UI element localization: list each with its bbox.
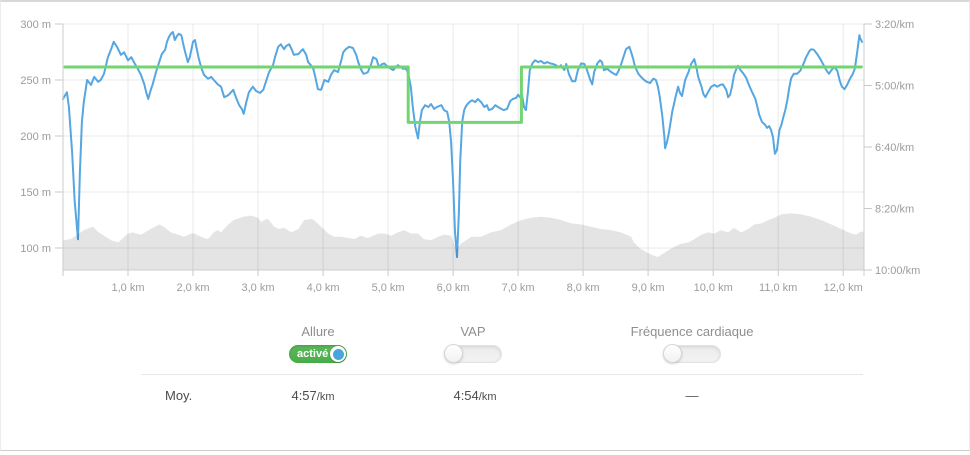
svg-text:10:00/km: 10:00/km xyxy=(875,265,920,277)
svg-text:4,0 km: 4,0 km xyxy=(307,282,340,294)
vap-toggle[interactable] xyxy=(444,344,502,363)
allure-toggle[interactable]: activé xyxy=(289,345,347,363)
heart-rate-average-value: — xyxy=(685,388,699,403)
svg-text:300 m: 300 m xyxy=(20,19,51,31)
vap-toggle-knob xyxy=(444,344,463,363)
heart-rate-toggle[interactable] xyxy=(663,344,721,363)
svg-text:1,0 km: 1,0 km xyxy=(111,282,144,294)
svg-text:6,0 km: 6,0 km xyxy=(437,282,470,294)
svg-text:100 m: 100 m xyxy=(20,243,51,255)
allure-toggle-state-badge: activé xyxy=(297,348,329,360)
svg-text:3:20/km: 3:20/km xyxy=(875,19,914,31)
svg-text:8,0 km: 8,0 km xyxy=(567,282,600,294)
svg-text:9,0 km: 9,0 km xyxy=(632,282,665,294)
svg-text:10,0 km: 10,0 km xyxy=(694,282,733,294)
svg-text:6:40/km: 6:40/km xyxy=(875,142,914,154)
vap-label: VAP xyxy=(460,324,486,339)
allure-average-value: 4:57/km xyxy=(291,388,335,403)
summary-separator xyxy=(141,374,863,375)
pace-elevation-chart[interactable]: 300 m 250 m 200 m 150 m 100 m 3:20/km 5:00/km 6… xyxy=(1,2,970,314)
allure-toggle-knob-dot xyxy=(332,348,344,360)
svg-text:5:00/km: 5:00/km xyxy=(875,81,914,93)
heart-rate-label: Fréquence cardiaque xyxy=(630,324,754,339)
svg-text:8:20/km: 8:20/km xyxy=(875,204,914,216)
allure-toggle-knob xyxy=(330,346,346,362)
summary-row-label: Moy. xyxy=(165,388,193,403)
heart-rate-toggle-knob xyxy=(663,344,682,363)
allure-label: Allure xyxy=(301,324,335,339)
svg-text:150 m: 150 m xyxy=(20,187,51,199)
vap-average-value: 4:54/km xyxy=(453,388,497,403)
svg-text:12,0 km: 12,0 km xyxy=(824,282,863,294)
svg-text:250 m: 250 m xyxy=(20,75,51,87)
svg-text:5,0 km: 5,0 km xyxy=(372,282,405,294)
svg-text:7,0 km: 7,0 km xyxy=(502,282,535,294)
svg-text:11,0 km: 11,0 km xyxy=(759,282,797,294)
svg-text:2,0 km: 2,0 km xyxy=(176,282,209,294)
svg-text:3,0 km: 3,0 km xyxy=(241,282,274,294)
svg-text:200 m: 200 m xyxy=(20,131,51,143)
